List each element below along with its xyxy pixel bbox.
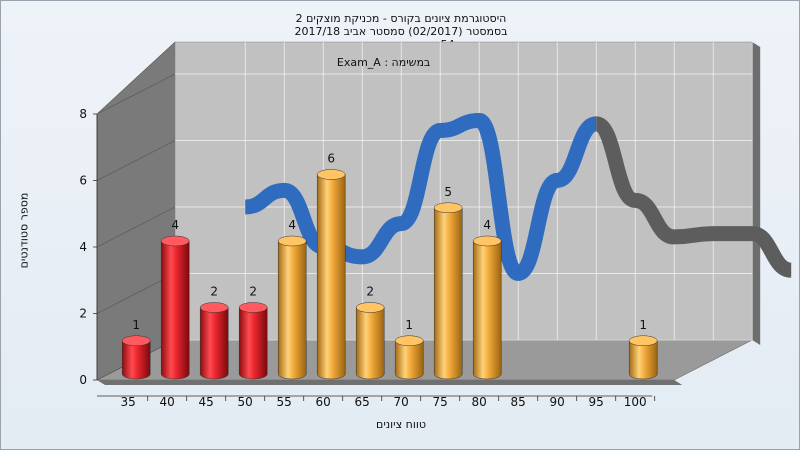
y-tick-label: 8	[79, 107, 87, 121]
bar-value-label: 4	[483, 218, 491, 232]
x-tick-label: 90	[550, 395, 565, 409]
bar-value-label: 1	[639, 318, 647, 332]
y-tick-label: 0	[79, 373, 87, 387]
bar-body	[238, 307, 268, 380]
bar-body	[160, 240, 190, 380]
bar-value-label: 2	[366, 285, 374, 299]
bar-35: 1	[121, 318, 151, 380]
bar-value-label: 1	[132, 318, 140, 332]
bar-value-label: 5	[444, 185, 452, 199]
bar-body	[121, 340, 151, 380]
side-grid-line	[96, 140, 176, 181]
bar-75: 5	[433, 185, 463, 380]
back-wall-edge	[752, 42, 761, 345]
chart-title-line-1: היסטוגרמת ציונים בקורס - מכניקת מוצקים 2	[295, 12, 507, 25]
bar-100: 1	[628, 318, 658, 380]
bar-value-label: 4	[288, 218, 296, 232]
bar-65: 2	[355, 285, 385, 380]
y-tick-label: 2	[79, 307, 87, 321]
bar-body	[628, 340, 658, 380]
bar-body	[472, 240, 502, 380]
bar-top	[316, 169, 346, 180]
bar-top	[355, 302, 385, 313]
x-tick-label: 55	[277, 395, 292, 409]
bar-value-label: 2	[210, 285, 218, 299]
x-tick-label: 40	[160, 395, 175, 409]
y-tick-label: 6	[79, 174, 87, 188]
bar-70: 1	[394, 318, 424, 380]
bar-60: 6	[316, 152, 346, 380]
trend-ribbon-blue	[244, 113, 599, 281]
x-tick-label: 45	[199, 395, 214, 409]
side-grid-line	[96, 206, 176, 248]
x-tick-label: 35	[121, 395, 136, 409]
bar-body	[316, 174, 346, 380]
bar-body	[394, 340, 424, 380]
y-tick-label: 4	[79, 240, 87, 254]
chart-title-line-2: בסמסטר (02/2017) סמסטר אביב 2017/18	[294, 25, 508, 38]
bar-80: 4	[472, 218, 502, 380]
x-tick-label: 85	[511, 395, 526, 409]
y-axis-label: מספר סטודנטים	[17, 192, 31, 269]
side-grid-line	[96, 73, 176, 115]
y-axis-label-wrap: מספר סטודנטים	[3, 176, 43, 286]
bar-55: 4	[277, 218, 307, 380]
x-tick-label: 100	[624, 395, 647, 409]
x-tick-label: 60	[316, 395, 331, 409]
bar-top	[238, 302, 268, 313]
x-tick-label: 65	[355, 395, 370, 409]
bar-top	[433, 202, 463, 213]
x-axis-label: טווח ציונים	[376, 418, 426, 431]
trend-ribbon-gray	[593, 116, 793, 278]
x-tick-label: 80	[472, 395, 487, 409]
bar-body	[277, 240, 307, 380]
bar-40: 4	[160, 218, 190, 380]
bar-50: 2	[238, 285, 268, 380]
bar-45: 2	[199, 285, 229, 380]
bar-body	[199, 307, 229, 380]
floor-edge	[97, 380, 683, 385]
bar-top	[199, 302, 229, 313]
bar-value-label: 6	[327, 152, 335, 166]
bar-body	[433, 207, 463, 380]
bar-top	[628, 335, 658, 346]
bar-value-label: 4	[171, 218, 179, 232]
bar-top	[472, 235, 502, 247]
x-tick-label: 50	[238, 395, 253, 409]
bar-top	[277, 235, 307, 247]
bar-value-label: 2	[249, 285, 257, 299]
x-tick-label: 95	[589, 395, 604, 409]
bar-value-label: 1	[405, 318, 413, 332]
x-tick-label: 70	[394, 395, 409, 409]
bar-top	[394, 335, 424, 346]
x-tick-label: 75	[433, 395, 448, 409]
plot-annotation: Exam_A : במשימה	[337, 56, 430, 69]
bar-body	[355, 307, 385, 380]
bar-top	[121, 335, 151, 346]
back-wall	[174, 41, 753, 341]
bar-top	[160, 235, 190, 247]
